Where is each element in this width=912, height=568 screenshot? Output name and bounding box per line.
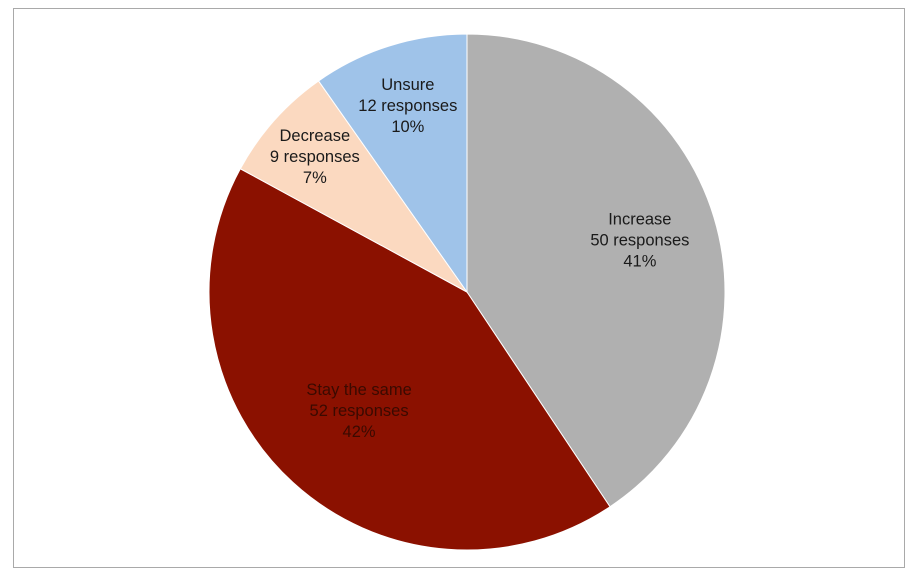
slice-label-unsure: Unsure 12 responses 10% [358,76,457,136]
pie-slice-stay-the-same [208,168,611,551]
slice-label-text: Unsure [381,76,434,94]
slice-percent-text: 42% [343,423,376,441]
pie-slices [208,33,726,551]
pie-labels: Increase 50 responses 41% Stay the same 52 r… [270,76,690,441]
slice-label-text: Stay the same [306,381,411,399]
slice-label-text: Increase [608,210,671,228]
slice-count-text: 52 responses [310,402,409,420]
slice-percent-text: 41% [623,252,656,270]
pie-slice-decrease [239,80,468,293]
slice-label-increase: Increase 50 responses 41% [590,210,689,270]
pie-slice-unsure [317,33,468,294]
slice-count-text: 50 responses [590,231,689,249]
slice-percent-text: 7% [303,169,327,187]
slice-label-stay-the-same: Stay the same 52 responses 42% [306,381,411,441]
slice-percent-text: 10% [391,118,424,136]
slice-label-decrease: Decrease 9 responses 7% [270,127,360,187]
slice-count-text: 9 responses [270,148,360,166]
slice-count-text: 12 responses [358,97,457,115]
slice-label-text: Decrease [280,127,351,145]
